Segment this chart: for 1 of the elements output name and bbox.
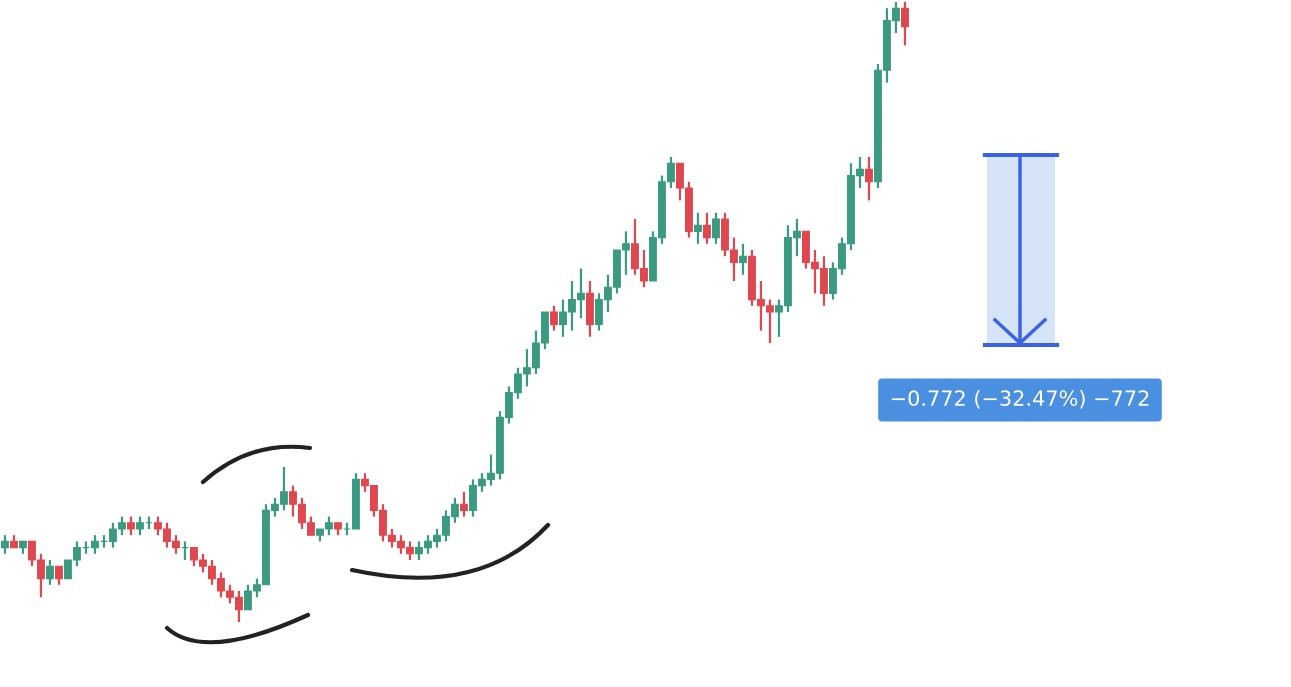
annotation: −0.772 (−32.47%) −772 — [891, 389, 1149, 409]
